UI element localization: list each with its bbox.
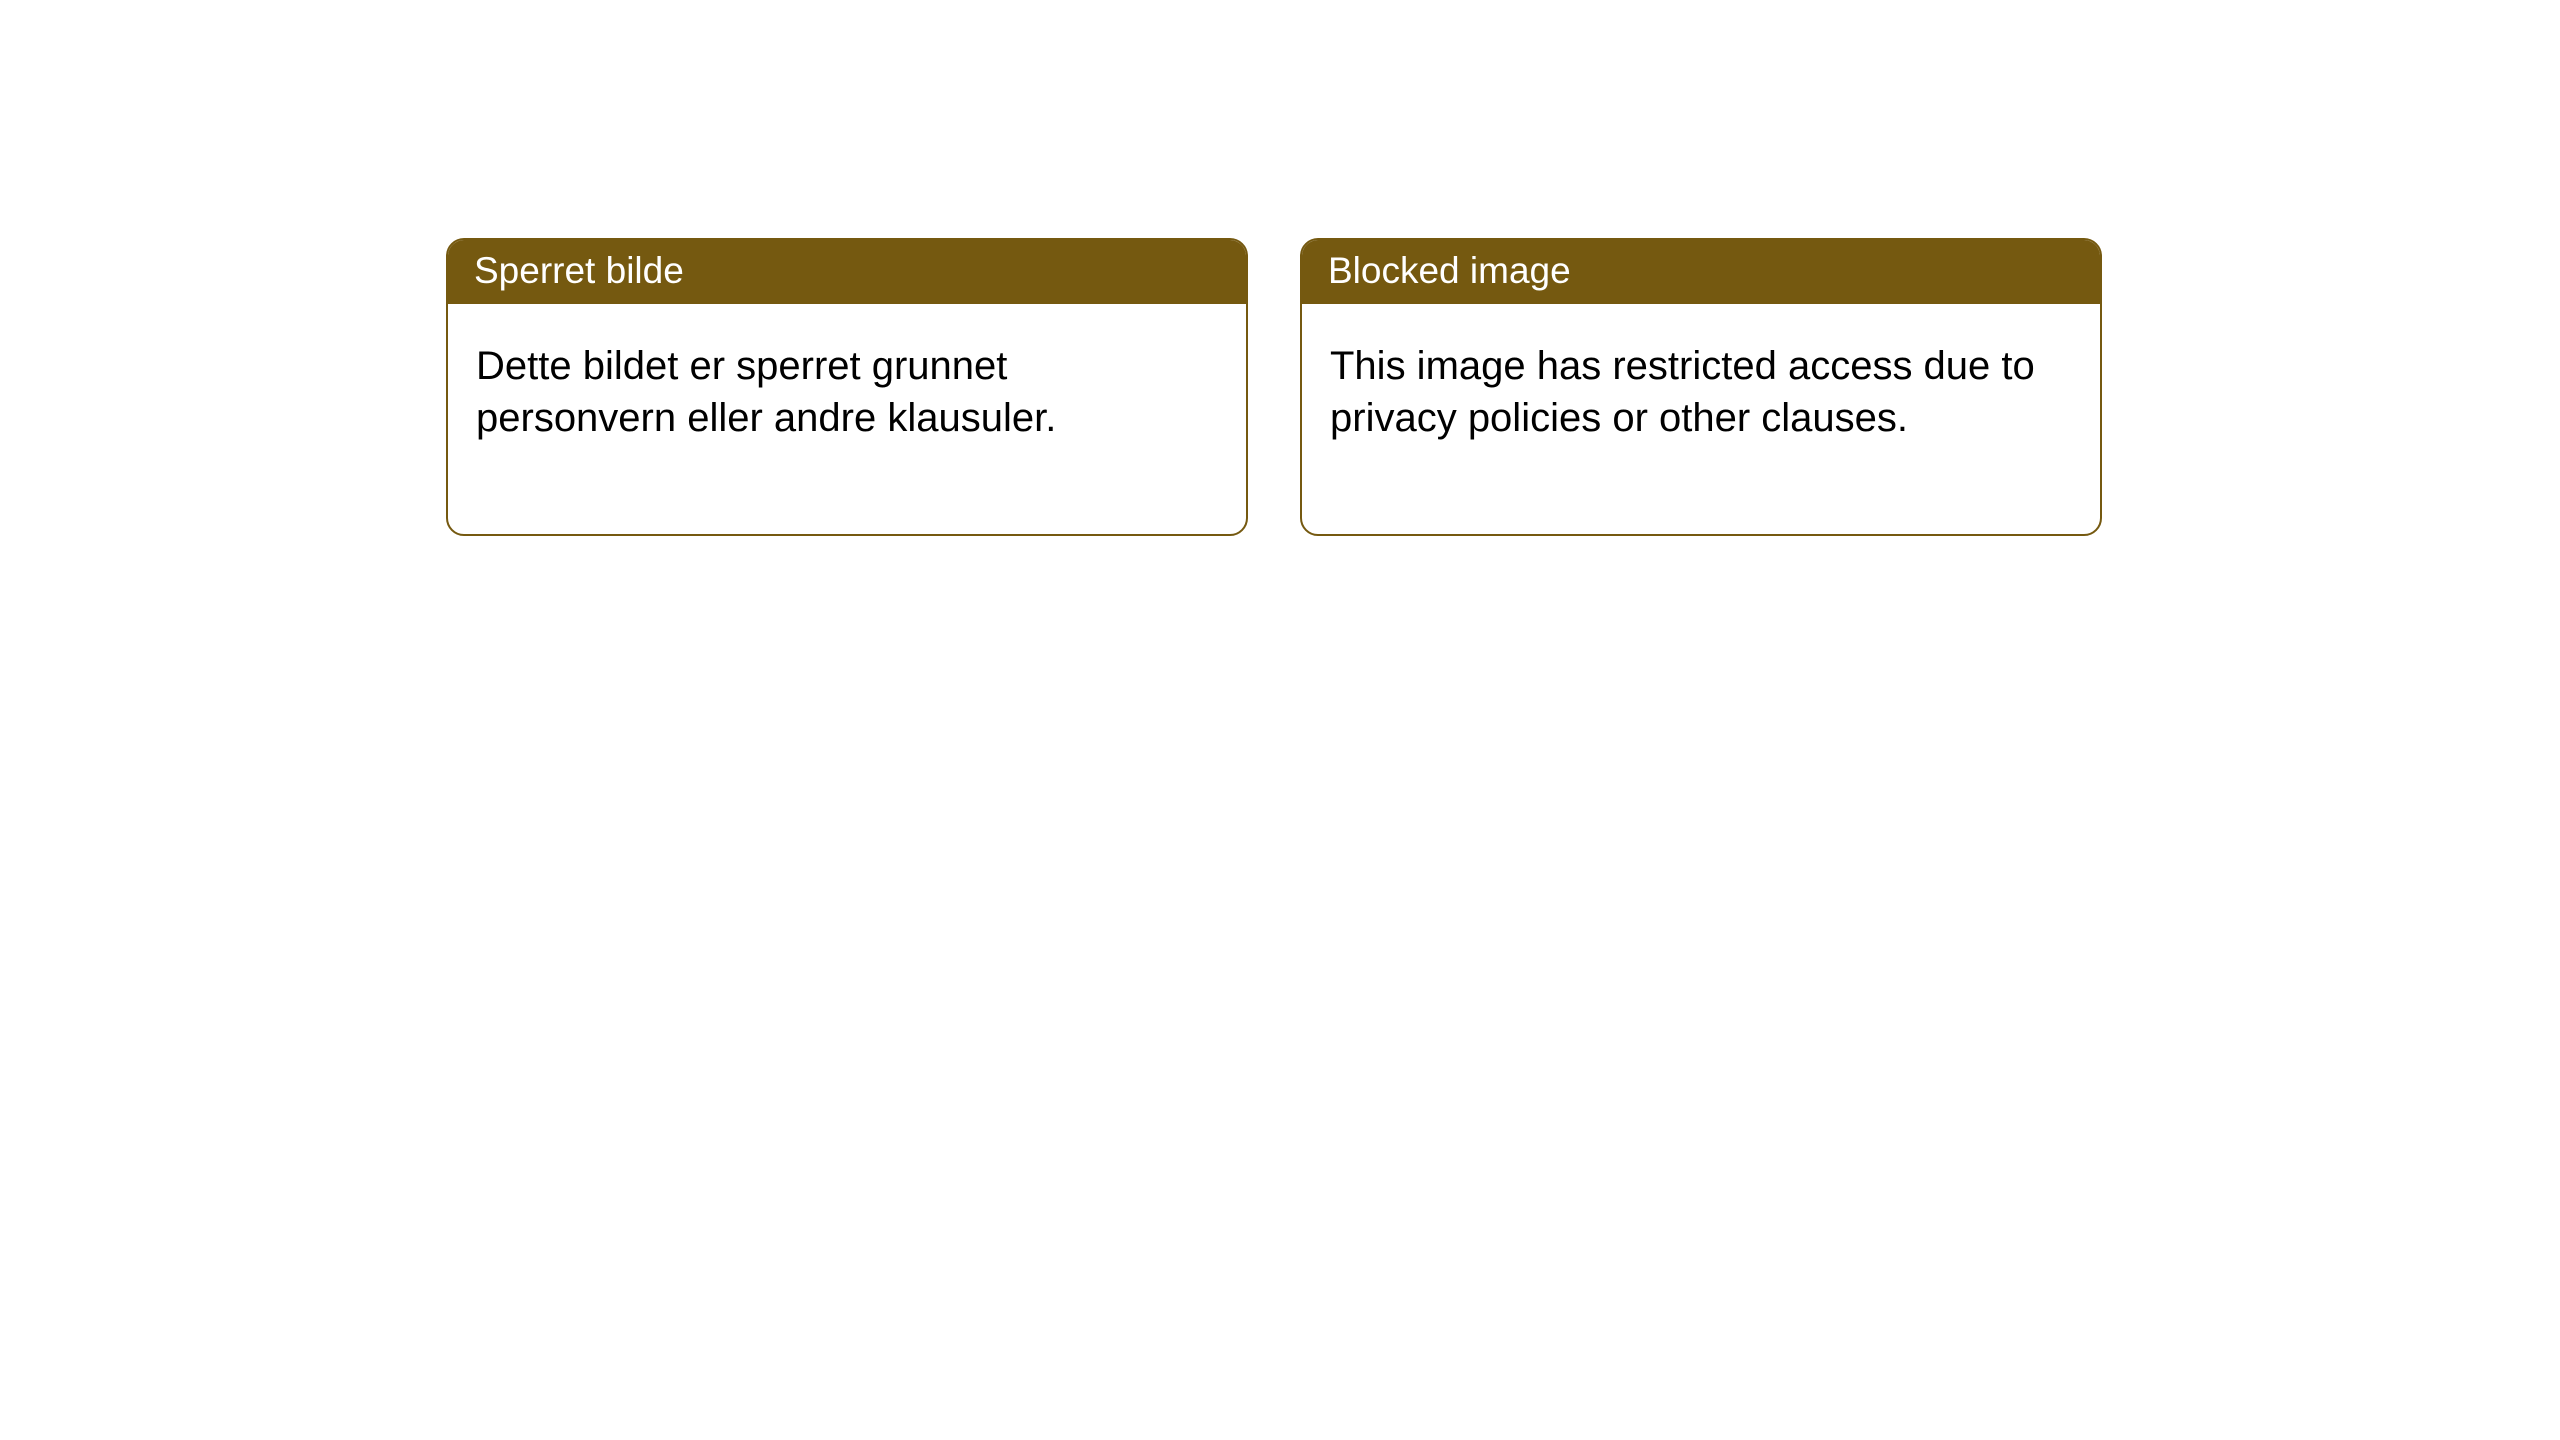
- card-body: This image has restricted access due to …: [1302, 304, 2100, 534]
- card-body: Dette bildet er sperret grunnet personve…: [448, 304, 1246, 534]
- notice-card-norwegian: Sperret bilde Dette bildet er sperret gr…: [446, 238, 1248, 536]
- card-body-text: Dette bildet er sperret grunnet personve…: [476, 344, 1056, 440]
- card-body-text: This image has restricted access due to …: [1330, 344, 2035, 440]
- card-title: Blocked image: [1328, 250, 1571, 291]
- card-title: Sperret bilde: [474, 250, 684, 291]
- notice-card-english: Blocked image This image has restricted …: [1300, 238, 2102, 536]
- notice-container: Sperret bilde Dette bildet er sperret gr…: [0, 0, 2560, 536]
- card-header: Sperret bilde: [448, 240, 1246, 304]
- card-header: Blocked image: [1302, 240, 2100, 304]
